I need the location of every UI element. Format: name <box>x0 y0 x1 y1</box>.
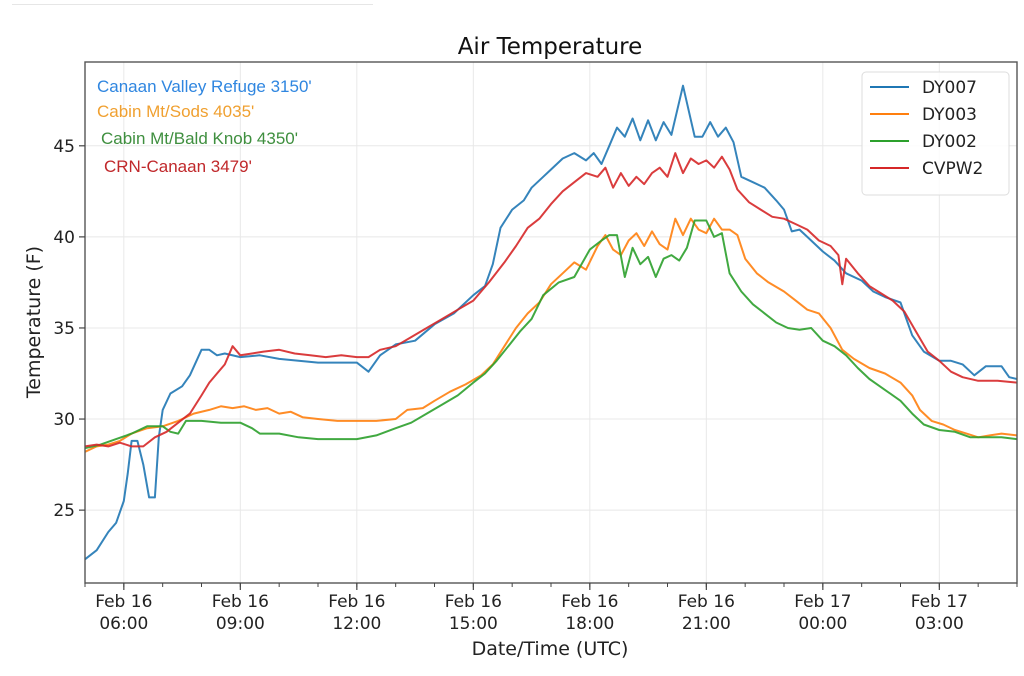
x-tick-label-date: Feb 17 <box>911 592 968 612</box>
x-tick-label-time: 21:00 <box>682 614 731 634</box>
x-axis-label: Date/Time (UTC) <box>472 638 629 660</box>
y-axis: 25 30 35 40 45 <box>53 137 85 521</box>
y-tick-label: 35 <box>53 319 75 339</box>
x-tick-label-time: 06:00 <box>99 614 148 634</box>
y-tick-label: 40 <box>53 228 75 248</box>
station-annotation: CRN-Canaan 3479' <box>104 157 252 176</box>
x-tick-label-time: 12:00 <box>332 614 381 634</box>
station-annotations: Canaan Valley Refuge 3150' Cabin Mt/Sods … <box>97 77 312 176</box>
x-tick-label-date: Feb 16 <box>678 592 735 612</box>
chart-title: Air Temperature <box>458 34 643 60</box>
x-tick-label-time: 18:00 <box>565 614 614 634</box>
x-tick-label-date: Feb 16 <box>95 592 152 612</box>
y-tick-label: 30 <box>53 410 75 430</box>
x-tick-label-time: 15:00 <box>449 614 498 634</box>
x-tick-label-time: 09:00 <box>216 614 265 634</box>
legend: DY007 DY003 DY002 CVPW2 <box>861 71 1010 196</box>
x-tick-label-time: 03:00 <box>915 614 964 634</box>
x-tick-label-date: Feb 16 <box>328 592 385 612</box>
station-annotation: Cabin Mt/Sods 4035' <box>97 102 254 121</box>
legend-box <box>861 71 1010 196</box>
y-tick-label: 45 <box>53 137 75 157</box>
legend-label: DY002 <box>922 132 977 152</box>
series-line-dy002 <box>84 219 1018 450</box>
x-tick-label-date: Feb 17 <box>794 592 851 612</box>
series-lines <box>84 84 1018 561</box>
x-tick-label-date: Feb 16 <box>561 592 618 612</box>
series-line-cvpw2 <box>84 152 1018 448</box>
top-divider <box>12 4 373 5</box>
legend-label: DY003 <box>922 105 977 125</box>
series-line-dy003 <box>84 217 1018 453</box>
x-tick-label-time: 00:00 <box>798 614 847 634</box>
x-tick-label-date: Feb 16 <box>212 592 269 612</box>
legend-label: CVPW2 <box>922 159 983 179</box>
y-axis-label: Temperature (F) <box>23 246 45 399</box>
legend-label: DY007 <box>922 78 977 98</box>
station-annotation: Canaan Valley Refuge 3150' <box>97 77 312 96</box>
x-tick-label-date: Feb 16 <box>445 592 502 612</box>
station-annotation: Cabin Mt/Bald Knob 4350' <box>101 129 298 148</box>
y-tick-label: 25 <box>53 501 75 521</box>
